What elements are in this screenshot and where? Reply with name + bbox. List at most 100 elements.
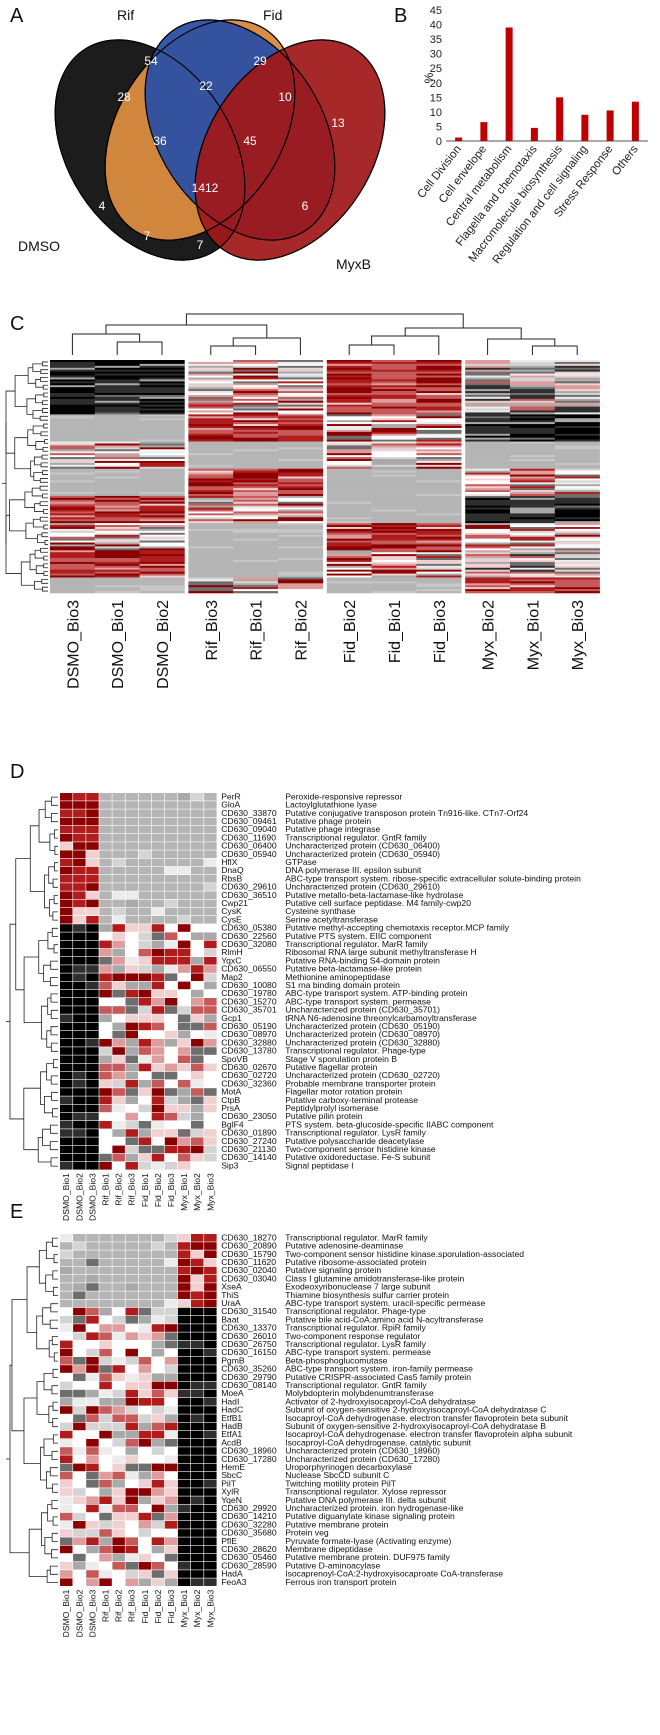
dendrogram-branch xyxy=(210,345,257,355)
heatmap-cell xyxy=(112,1014,125,1022)
heatmap-cell xyxy=(554,404,600,407)
heatmap-cell xyxy=(371,591,417,594)
heatmap-cell xyxy=(94,558,140,561)
gene-id: CD630_29790 xyxy=(221,1372,277,1382)
venn-count-fid-myxb: 10 xyxy=(278,90,292,104)
heatmap-cell xyxy=(278,404,324,407)
heatmap-cell xyxy=(278,443,324,446)
heatmap-cell xyxy=(138,1365,152,1373)
heatmap-cell xyxy=(204,1030,217,1039)
heatmap-cell xyxy=(416,402,462,405)
heatmap-cell xyxy=(371,536,417,539)
heatmap-cell xyxy=(164,1455,178,1463)
heatmap-cell xyxy=(554,379,600,382)
heatmap-cell xyxy=(50,493,96,497)
gene-id: CysK xyxy=(221,906,242,916)
gene-description: Putative membrane protein. DUF975 family xyxy=(285,1552,450,1562)
heatmap-cell xyxy=(138,1096,152,1104)
heatmap-cell xyxy=(233,408,279,411)
heatmap-cell xyxy=(112,825,125,834)
heatmap-cell xyxy=(233,404,279,407)
dendrogram-branch xyxy=(51,1549,58,1559)
heatmap-cell xyxy=(278,398,324,402)
heatmap-cell xyxy=(86,1275,99,1283)
heatmap-cell xyxy=(233,393,279,396)
heatmap-cell xyxy=(188,387,234,390)
heatmap-cell xyxy=(164,1537,178,1545)
heatmap-cell xyxy=(191,1398,204,1406)
heatmap-cell xyxy=(554,381,600,384)
gene-id: CD630_31540 xyxy=(221,1306,277,1316)
heatmap-cell xyxy=(326,581,372,584)
heatmap-cell xyxy=(465,517,511,520)
heatmap-cell xyxy=(112,1545,125,1554)
heatmap-cell xyxy=(50,482,96,485)
heatmap-cell xyxy=(191,1242,204,1250)
heatmap-cell xyxy=(510,367,556,371)
heatmap-cell xyxy=(416,429,462,433)
heatmap-cell xyxy=(60,924,73,932)
heatmap-cell xyxy=(326,495,372,499)
dendrogram-branch xyxy=(52,1237,58,1247)
heatmap-cell xyxy=(112,981,125,990)
heatmap-cell xyxy=(177,1521,191,1529)
heatmap-cell xyxy=(138,932,152,940)
dendrogram-branch xyxy=(43,555,48,561)
heatmap-cell xyxy=(151,1471,165,1480)
heatmap-cell xyxy=(204,1055,217,1063)
heatmap-cell xyxy=(151,940,165,949)
dendrogram-branch xyxy=(54,829,58,839)
heatmap-cell xyxy=(50,550,96,553)
heatmap-cell xyxy=(73,1545,86,1554)
heatmap-cell xyxy=(73,989,86,998)
heatmap-cell xyxy=(73,1389,86,1398)
heatmap-cell xyxy=(73,1071,86,1080)
heatmap-cell xyxy=(125,1104,138,1113)
heatmap-cell xyxy=(371,490,417,493)
heatmap-cell xyxy=(371,381,417,384)
heatmap-cell xyxy=(60,998,73,1006)
gene-id: HemE xyxy=(221,1462,245,1472)
heatmap-cell xyxy=(50,583,96,586)
heatmap-cell xyxy=(50,424,96,427)
heatmap-cell xyxy=(188,523,234,526)
heatmap-cell xyxy=(112,1275,125,1283)
heatmap-cell xyxy=(510,443,556,446)
heatmap-cell xyxy=(50,538,96,541)
heatmap-cell xyxy=(151,932,165,940)
heatmap-cell xyxy=(112,1316,125,1324)
heatmap-cell xyxy=(177,1071,191,1080)
heatmap-cell xyxy=(191,1088,204,1096)
gene-description: Twitching motility protein PilT xyxy=(285,1478,397,1488)
heatmap-cell xyxy=(125,793,138,801)
heatmap-cell xyxy=(86,891,99,899)
heatmap-cell xyxy=(554,455,600,458)
heatmap-cell xyxy=(554,493,600,497)
heatmap-cell xyxy=(233,550,279,553)
heatmap-cell xyxy=(50,515,96,518)
heatmap-cell xyxy=(99,1014,112,1022)
heatmap-cell xyxy=(278,387,324,390)
heatmap-cell xyxy=(151,1398,165,1406)
heatmap-cell xyxy=(50,521,96,524)
heatmap-cell xyxy=(371,492,417,495)
heatmap-cell xyxy=(278,490,324,493)
heatmap-cell xyxy=(73,1316,86,1324)
dendrogram-branch xyxy=(41,1512,48,1546)
venn-count-rif-myxb: 6 xyxy=(302,199,309,213)
heatmap-cell xyxy=(138,1332,152,1340)
heatmap-cell xyxy=(138,1047,152,1055)
heatmap-cell xyxy=(510,389,556,392)
heatmap-cell xyxy=(188,427,234,431)
heatmap-cell xyxy=(204,1096,217,1104)
venn-label-myxb: MyxB xyxy=(336,256,371,272)
heatmap-cell xyxy=(138,1496,152,1504)
heatmap-cell xyxy=(416,559,462,563)
heatmap-cell xyxy=(465,474,511,477)
heatmap-cell xyxy=(125,1063,138,1072)
heatmap-cell xyxy=(465,437,511,440)
heatmap-cell xyxy=(554,391,600,394)
dendrogram-branch xyxy=(41,532,48,538)
heatmap-cell xyxy=(233,544,279,547)
heatmap-cell xyxy=(191,1463,204,1472)
